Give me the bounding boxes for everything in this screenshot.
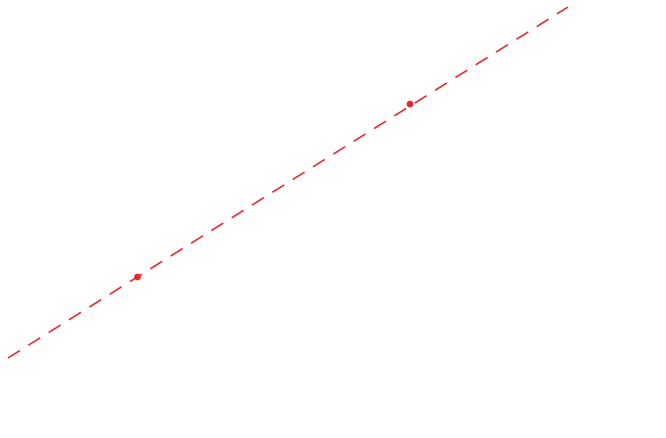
dashed-line[interactable]	[7, 6, 569, 359]
point-a[interactable]	[134, 273, 141, 281]
point-b[interactable]	[406, 100, 414, 108]
